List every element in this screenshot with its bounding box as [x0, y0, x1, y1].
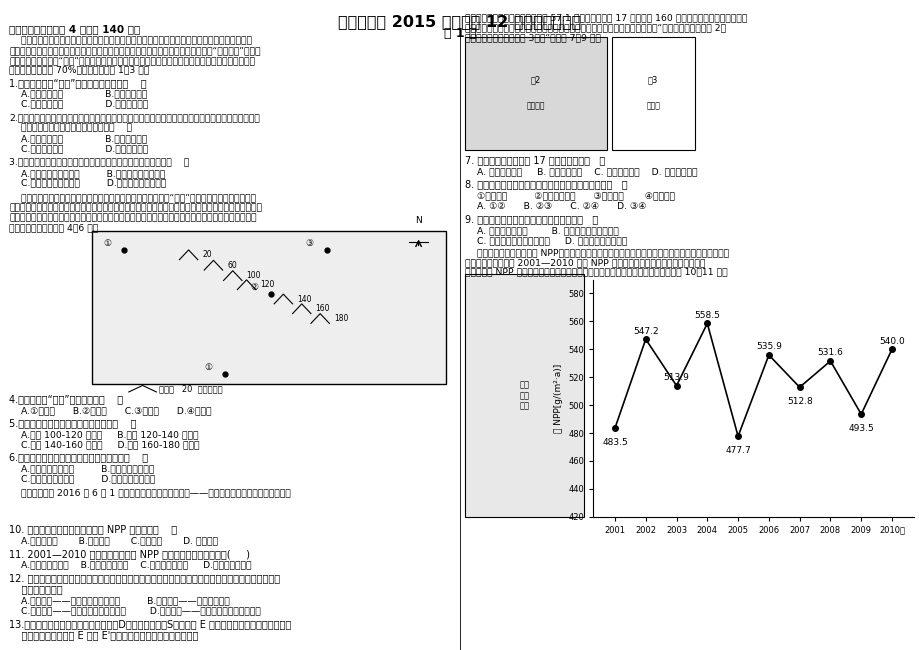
Text: 540.0: 540.0: [879, 337, 904, 346]
Text: A.植被类型的变化    B.土壤肖力的变化    C.雾霖天数的变化     D.水热状况的变化: A.植被类型的变化 B.土壤肖力的变化 C.雾霖天数的变化 D.水热状况的变化: [9, 560, 252, 569]
Text: 60: 60: [227, 261, 237, 270]
Text: 535.9: 535.9: [755, 343, 781, 352]
Text: 树德中学高 2015 级第五期 12 月文科综合试题: 树德中学高 2015 级第五期 12 月文科综合试题: [338, 14, 581, 29]
Text: 8. 前往圣哥达隅道的开通，能直接影响瑞士特尔德的（   ）: 8. 前往圣哥达隅道的开通，能直接影响瑞士特尔德的（ ）: [464, 179, 627, 189]
Text: 180: 180: [334, 314, 348, 323]
Text: 6.由岛链的分布可知，此板块的移动方向为（    ）: 6.由岛链的分布可知，此板块的移动方向为（ ）: [9, 452, 148, 462]
Text: 140: 140: [297, 294, 312, 304]
Text: A.流通手段——保障信用系统的运行         B.支付手段——允许资金积累: A.流通手段——保障信用系统的运行 B.支付手段——允许资金积累: [9, 596, 230, 605]
Text: A.廉价的劳动力              B.海运交通方便: A.廉价的劳动力 B.海运交通方便: [9, 135, 147, 144]
Text: A. 加快城市化进程        B. 对货物的按照限制较大: A. 加快城市化进程 B. 对货物的按照限制较大: [464, 226, 618, 235]
Text: 558.5: 558.5: [694, 311, 720, 320]
Text: 9. 与盘山公路相比：圣哥达隅道的开通会（   ）: 9. 与盘山公路相比：圣哥达隅道的开通会（ ）: [464, 214, 597, 224]
Text: 椰糠是椰子外壳纤维粉碎后成的一种纯天然有机介质，具有复杂而优良的物理化学吸收能力和较: 椰糠是椰子外壳纤维粉碎后成的一种纯天然有机介质，具有复杂而优良的物理化学吸收能力…: [9, 36, 252, 46]
Text: 12. 货币作为固定充当一般等价物的商品，在商品经济中发挥着重要作用。以下关于货币职能及其作用: 12. 货币作为固定充当一般等价物的商品，在商品经济中发挥着重要作用。以下关于货…: [9, 573, 280, 583]
Text: 512.8: 512.8: [786, 397, 811, 406]
Text: ①: ①: [204, 363, 212, 372]
Text: 瑞士当地时间 2016 年 6 月 1 日，世界最长最深的铁路隅道——圣哥达隅道正式开通。位于中、南: 瑞士当地时间 2016 年 6 月 1 日，世界最长最深的铁路隅道——圣哥达隅道…: [9, 488, 290, 497]
Bar: [92, 231, 446, 384]
Text: 13.下列曲线图中，某商品的需求曲线（D）和供给曲线（S）相交于 E 点。在其他条件不变而给定某种: 13.下列曲线图中，某商品的需求曲线（D）和供给曲线（S）相交于 E 点。在其他…: [9, 619, 291, 629]
Text: 特定条件下，会引起 E 点向 E'点方向移动。下列说法正确的是：: 特定条件下，会引起 E 点向 E'点方向移动。下列说法正确的是：: [9, 630, 199, 640]
Text: 产旺季自给率可达 70%以上。据此回答 1～3 题。: 产旺季自给率可达 70%以上。据此回答 1～3 题。: [9, 66, 149, 75]
Text: A.洞庭湖平原       B.东南丘陵       C.山东丘陵       D. 华北平原: A.洞庭湖平原 B.东南丘陵 C.山东丘陵 D. 华北平原: [9, 536, 218, 545]
Text: N: N: [414, 216, 422, 225]
Text: 20: 20: [202, 250, 211, 259]
Text: 483.5: 483.5: [601, 438, 627, 447]
Y-axis label: 年 NPP[g/(m²·a)]: 年 NPP[g/(m²·a)]: [553, 363, 562, 433]
Text: C. 加强东、西欧的经济联系     D. 改善当地的生态环境: C. 加强东、西欧的经济联系 D. 改善当地的生态环境: [464, 236, 626, 245]
Text: 图3: 图3: [647, 76, 658, 85]
Text: A. 地质条件复杂     B. 科学技术先进    C. 社会经济发达    D. 气象灾害频发: A. 地质条件复杂 B. 科学技术先进 C. 社会经济发达 D. 气象灾害频发: [464, 167, 697, 176]
Text: 拥有多家工厂，其布局的主导因素是（    ）: 拥有多家工厂，其布局的主导因素是（ ）: [9, 123, 132, 132]
Text: 图2: 图2: [530, 76, 540, 85]
Text: 瑞士地图: 瑞士地图: [526, 102, 545, 110]
Text: 11. 2001—2010 年间，研究区域年 NPP 呈显著波动的主要原因为(     ): 11. 2001—2010 年间，研究区域年 NPP 呈显著波动的主要原因为( …: [9, 549, 250, 559]
Text: 剩面图: 剩面图: [645, 102, 660, 110]
Text: 第 1 卷: 第 1 卷: [443, 27, 476, 40]
Text: 植被类型年 NPP 大小顺序为：常绻阔叶林＞农田植被＞落叶阔叶林＞湿地。据此完成 10～11 题。: 植被类型年 NPP 大小顺序为：常绻阔叶林＞农田植被＞落叶阔叶林＞湿地。据此完成…: [464, 268, 726, 277]
Text: 477.7: 477.7: [724, 446, 750, 455]
Text: 地幔中的岩浆在某个固定位置上具有强烈上升的趋势，称之为“热点”。当板块移动且板块上某处: 地幔中的岩浆在某个固定位置上具有强烈上升的趋势，称之为“热点”。当板块移动且板块…: [9, 194, 255, 203]
Text: 火山锥   20  距今百万年: 火山锥 20 距今百万年: [159, 384, 222, 393]
Text: 椰糠和沙按拌而成的“椰沙”培育蔬菜瓜果等作物，并用淡化的海水灌溉，蔬菜瓜果长势良好，蔬菜生: 椰糠和沙按拌而成的“椰沙”培育蔬菜瓜果等作物，并用淡化的海水灌溉，蔬菜瓜果长势良…: [9, 56, 255, 65]
Text: 强的缓冲作用，可以作为重要的无土介质载培而广泛应用。我国南海的西沙岛礁采用“无土栽培”，使用: 强的缓冲作用，可以作为重要的无土介质载培而广泛应用。我国南海的西沙岛礁采用“无土…: [9, 46, 260, 55]
Text: 量。如图为研究区域 2001—2010 年间 NPP 的变化，理系样表显示，研究地区不同: 量。如图为研究区域 2001—2010 年间 NPP 的变化，理系样表显示，研究…: [464, 258, 704, 267]
Text: 120: 120: [260, 280, 275, 289]
Text: A.①处附近      B.②处附近      C.③处附近      D.④处附近: A.①处附近 B.②处附近 C.③处附近 D.④处附近: [9, 406, 211, 415]
Text: 研究
区域
地图: 研究 区域 地图: [519, 381, 528, 410]
Text: A.距今 100-120 百万年     B.距今 120-140 百万年: A.距今 100-120 百万年 B.距今 120-140 百万年: [9, 430, 199, 439]
Text: 植被净初级生产力（简称 NPP）是指在单位面积、单位时间内绳色植物通过光合作用积累的有机物数: 植被净初级生产力（简称 NPP）是指在单位面积、单位时间内绳色植物通过光合作用积…: [464, 248, 728, 257]
Text: ②: ②: [250, 283, 258, 292]
Text: 531.6: 531.6: [817, 348, 843, 358]
Text: 1.在无土栽培中“椰糠”所起的主要作用是（    ）: 1.在无土栽培中“椰糠”所起的主要作用是（ ）: [9, 78, 147, 88]
Text: C.缩短种植周期              D.利用废弃原料: C.缩短种植周期 D.利用废弃原料: [9, 99, 148, 109]
Text: 表述正确的是：: 表述正确的是：: [9, 584, 62, 593]
Text: 3.我国西沙岛礁蔬菜生产采用淡化的海水进行灌溉，主要优势是（    ）: 3.我国西沙岛礁蔬菜生产采用淡化的海水进行灌溉，主要优势是（ ）: [9, 157, 189, 166]
Text: 10. 研究区域内的以下地形区，年 NPP 最大的为（    ）: 10. 研究区域内的以下地形区，年 NPP 最大的为（ ）: [9, 525, 177, 534]
Text: ①城市等级         ②流动人口数量      ③城市形态       ④服务范围: ①城市等级 ②流动人口数量 ③城市形态 ④服务范围: [464, 191, 674, 200]
Text: 一、选择题（每小题 4 分，共 140 分）: 一、选择题（每小题 4 分，共 140 分）: [9, 24, 141, 34]
Text: 的岩层反复过热点时岩浆会活动地的岩层占上升并可能喷出地表形成火山喷发，这种火山称为热点火山。: 的岩层反复过热点时岩浆会活动地的岩层占上升并可能喷出地表形成火山喷发，这种火山称…: [9, 203, 262, 213]
Text: C.贮藏手段——省去了物物交换的麻烦        D.价值尺度——能够比较不同商品的价值: C.贮藏手段——省去了物物交换的麻烦 D.价值尺度——能够比较不同商品的价值: [9, 606, 261, 616]
Text: A.降低蔬菜的生产成本         B.提升蔬菜瓜果的品质: A.降低蔬菜的生产成本 B.提升蔬菜瓜果的品质: [9, 169, 165, 178]
Text: 欧文道桑达上的圣哥达隅道，全长 57.1 千米，工期历时 17 年，耗资 160 多亿美元。与圣哥达卡山脉两: 欧文道桑达上的圣哥达隅道，全长 57.1 千米，工期历时 17 年，耗资 160…: [464, 14, 746, 23]
Text: 5.下列时段板块移动平均速度最慢的是（    ）: 5.下列时段板块移动平均速度最慢的是（ ）: [9, 419, 137, 428]
Text: 513.9: 513.9: [663, 373, 688, 382]
Text: ③: ③: [305, 239, 313, 248]
Text: 岛链示意图。据此完成 4～6 题。: 岛链示意图。据此完成 4～6 题。: [9, 223, 98, 232]
Text: 2.美国某公司是一家专业致力于椰糠产品的研发、生产和销售的企业。目前该公司在印度和斯里兰卡等: 2.美国某公司是一家专业致力于椰糠产品的研发、生产和销售的企业。目前该公司在印度…: [9, 113, 260, 122]
Bar: [611, 37, 694, 150]
Text: 547.2: 547.2: [632, 327, 658, 335]
Text: 4.据图可知，“热点”位于图中的（    ）: 4.据图可知，“热点”位于图中的（ ）: [9, 395, 123, 404]
Text: 100: 100: [246, 271, 261, 280]
Text: A. ①②      B. ②③      C. ②④      D. ③④: A. ①② B. ②③ C. ②④ D. ③④: [464, 202, 645, 211]
Text: 和圣哥达隅道剖面图（图 3）。”，完成 7～9 题。: 和圣哥达隅道剖面图（图 3）。”，完成 7～9 题。: [464, 33, 600, 42]
Text: 493.5: 493.5: [847, 424, 873, 433]
Text: C.先往西北再往正北         D.先往正南再往东南: C.先往西北再往正北 D.先往正南再往东南: [9, 474, 155, 483]
Text: A.供给蔬菜营养              B.增强透气保水: A.供给蔬菜营养 B.增强透气保水: [9, 90, 147, 99]
Text: 侧的盘山公路相比，开通的新隅道将会改变山区居民与货物的交通运输方式。读“瑞士交通局部图（图 2）: 侧的盘山公路相比，开通的新隅道将会改变山区居民与货物的交通运输方式。读“瑞士交通…: [464, 23, 725, 32]
Text: ①: ①: [103, 239, 111, 248]
Text: A.先往正北再往西北         B.先往东南再往正南: A.先往正北再往西北 B.先往东南再往正南: [9, 464, 154, 473]
Bar: [464, 274, 584, 517]
Bar: [464, 37, 607, 150]
Text: 7. 圣哥达隅道工期历时 17 年是由于当地（   ）: 7. 圣哥达隅道工期历时 17 年是由于当地（ ）: [464, 155, 604, 165]
Text: 160: 160: [315, 304, 330, 313]
Text: 随着板块移动，热点火山在板块表面留下一连串火山锥，在海洋上则形成岛链。下图是形成于某海洋的: 随着板块移动，热点火山在板块表面留下一连串火山锥，在海洋上则形成岛链。下图是形成…: [9, 213, 256, 222]
Text: C.距今 140-160 百万年     D.距今 160-180 百万年: C.距今 140-160 百万年 D.距今 160-180 百万年: [9, 440, 199, 449]
Text: C.原料来源丰富              D.产品市场广阔: C.原料来源丰富 D.产品市场广阔: [9, 144, 148, 153]
Text: C.减轻天然河湖的压力         D.不受时空和气候影响: C.减轻天然河湖的压力 D.不受时空和气候影响: [9, 179, 166, 188]
